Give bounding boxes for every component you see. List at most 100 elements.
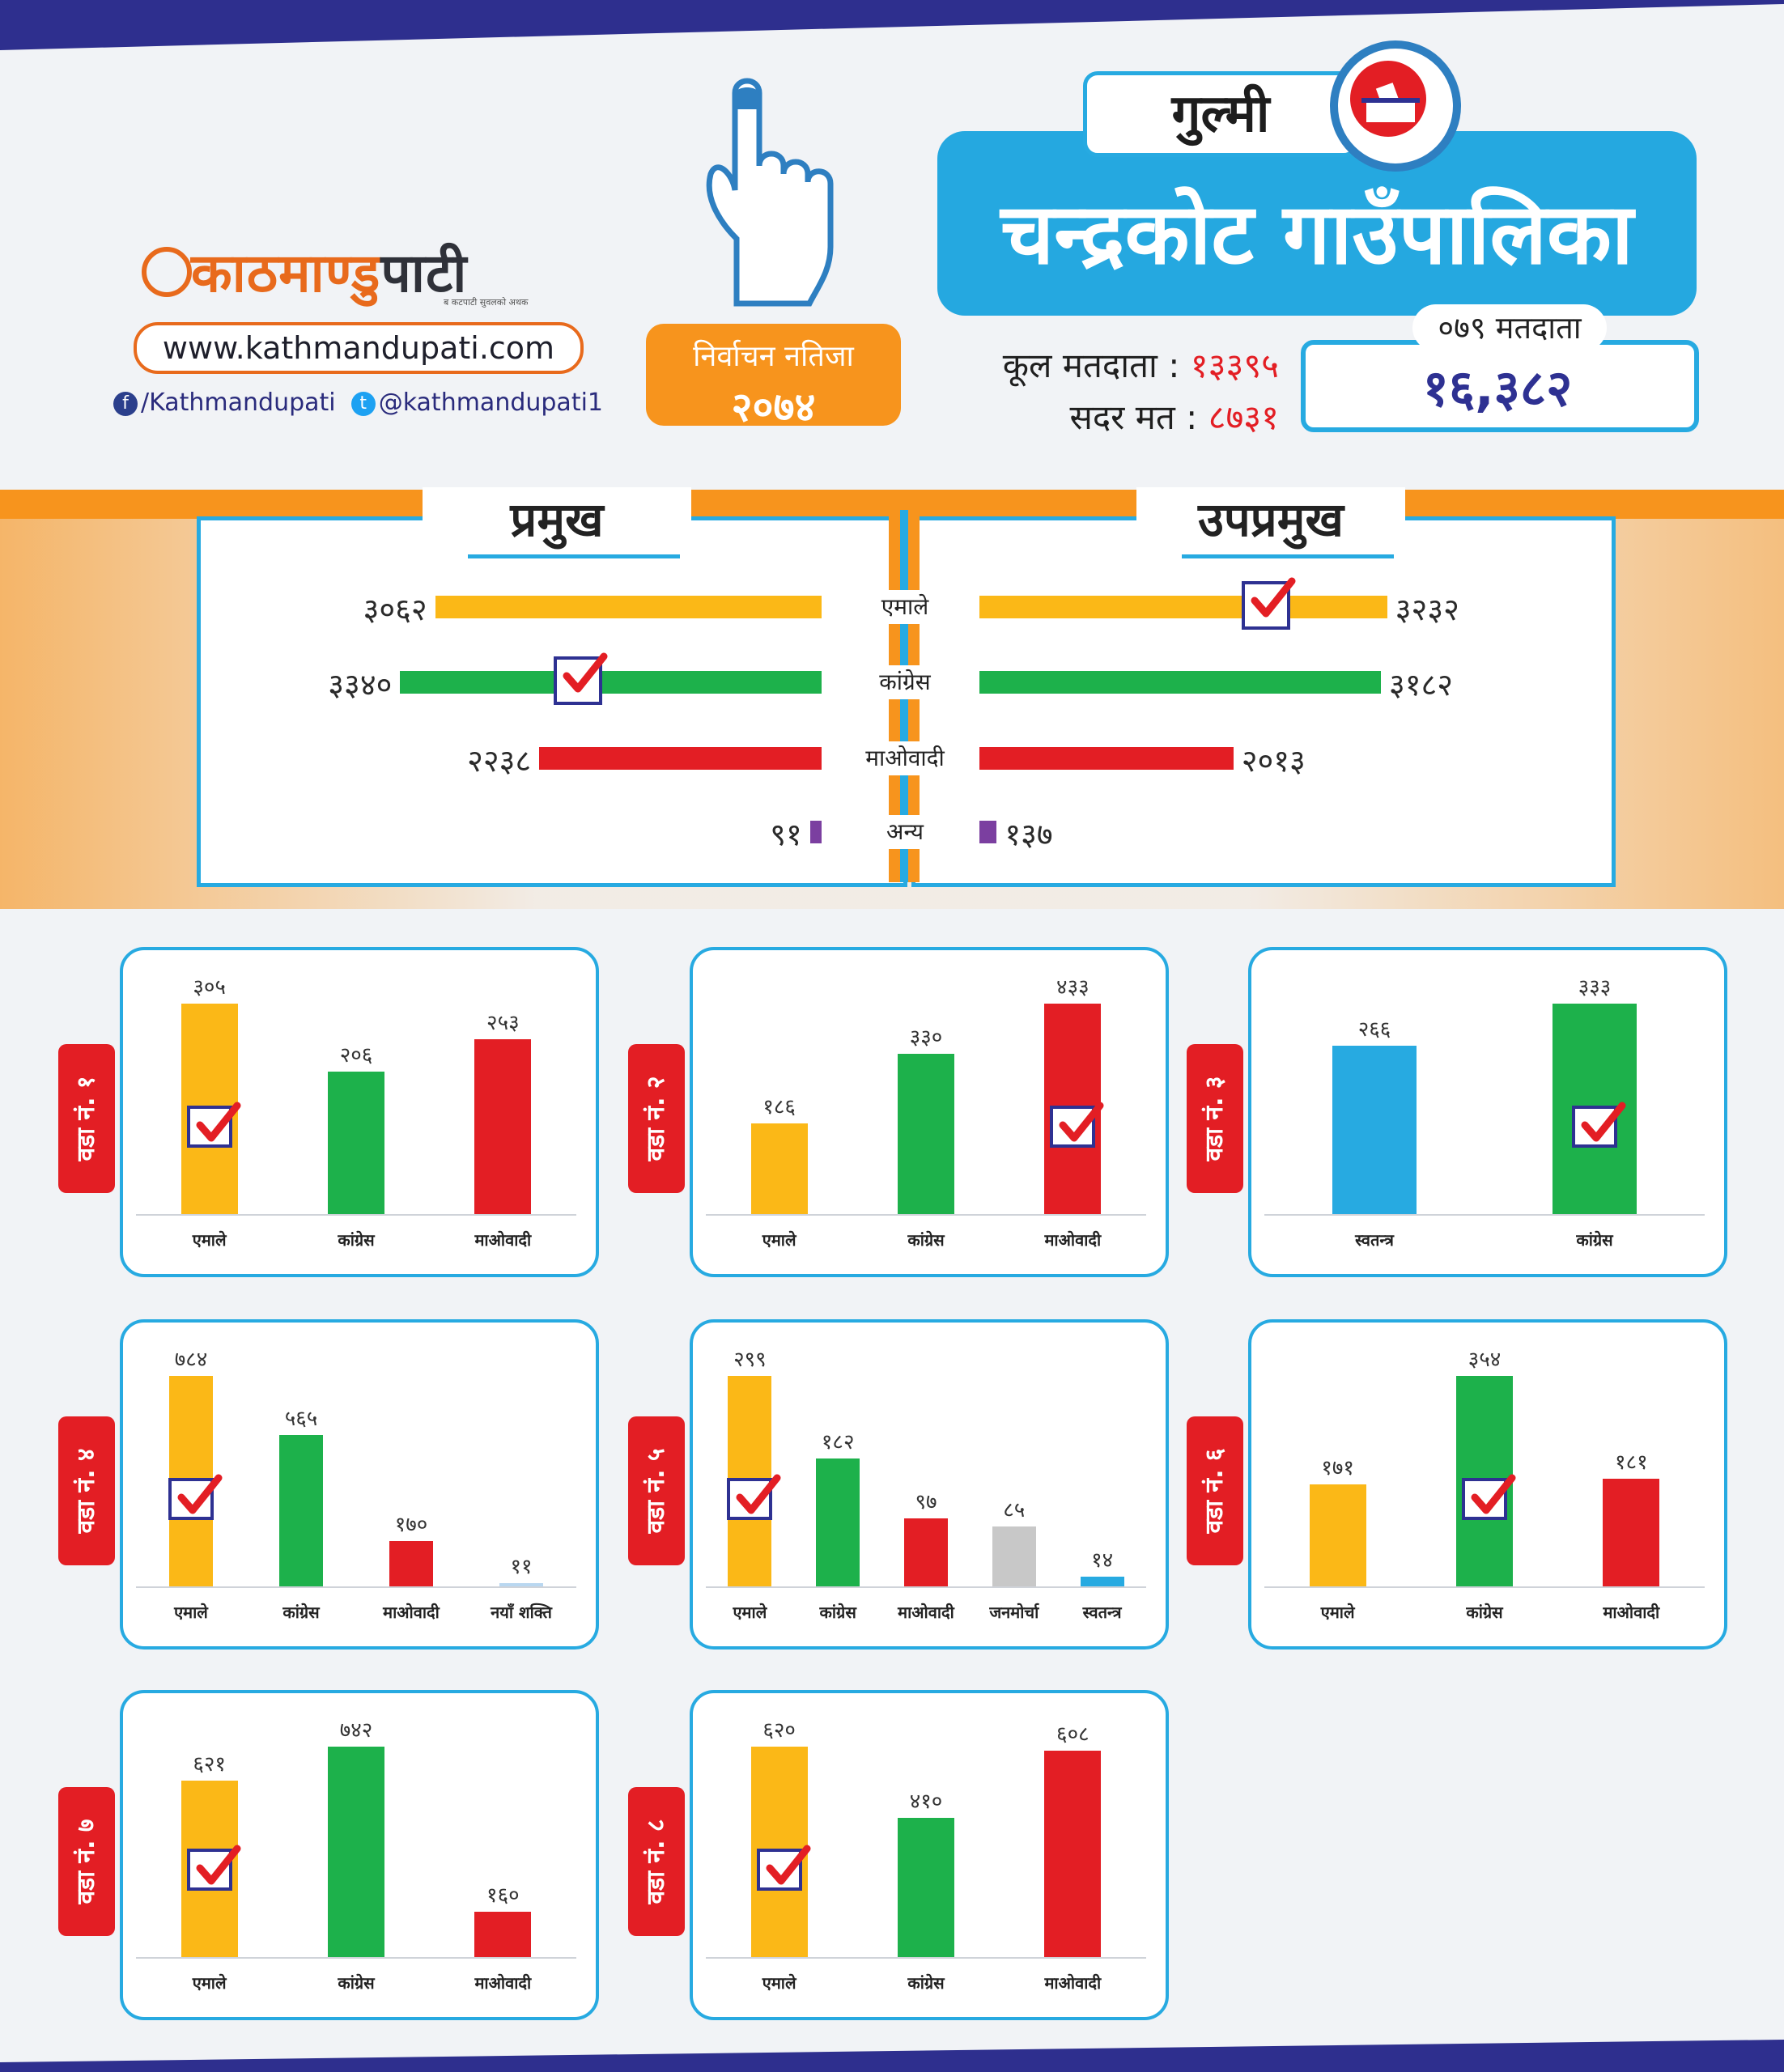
ward-bar-value: २६६ xyxy=(1357,1017,1391,1042)
ward-bar-value: ३३३ xyxy=(1578,975,1612,1000)
deputy-bar xyxy=(979,821,997,843)
ward-bar xyxy=(279,1434,323,1586)
ward-bar-value: १८२ xyxy=(821,1429,855,1454)
ward-category-label: कांग्रेस xyxy=(907,1230,945,1250)
mayor-bar-value: ९१ xyxy=(770,817,802,852)
logo-icon xyxy=(142,247,192,297)
ward-winner-check-icon xyxy=(168,1474,223,1520)
total-voters-value: १३३९५ xyxy=(1190,346,1279,385)
ward-bar xyxy=(474,1039,532,1214)
ward-category-label: कांग्रेस xyxy=(1576,1230,1613,1250)
ward-baseline xyxy=(136,1957,576,1959)
ward-bar-value: १८१ xyxy=(1615,1450,1648,1475)
voting-finger-icon xyxy=(706,78,834,307)
ward-bar-value: ७८४ xyxy=(174,1348,208,1372)
ward-label: वडा नं. ५ xyxy=(642,1448,670,1534)
ward-category-label: माओवादी xyxy=(1603,1603,1660,1622)
ward-label-tab: वडा नं. १ xyxy=(58,1044,115,1193)
ward-label: वडा नं. १ xyxy=(72,1076,100,1161)
ward-bar-value: ३०५ xyxy=(193,975,226,1000)
ward-category-label: एमाले xyxy=(1320,1603,1355,1622)
ward-bar xyxy=(328,1072,384,1214)
ward-label-tab: वडा नं. ६ xyxy=(1187,1416,1243,1565)
ward-bar-value: ३५४ xyxy=(1468,1348,1502,1372)
ward-category-label: कांग्रेस xyxy=(338,1973,375,1993)
logo[interactable]: काठमाण्डुपाटी xyxy=(191,235,467,308)
ward-label-tab: वडा नं. २ xyxy=(628,1044,685,1193)
mayor-bar xyxy=(435,596,822,618)
mayor-bar-value: ३३४० xyxy=(328,667,393,703)
mayor-bar-value: ३०६२ xyxy=(363,592,427,627)
mayor-winner-check-icon xyxy=(554,652,608,705)
ward-category-label: माओवादी xyxy=(1044,1973,1102,1993)
ward-bar xyxy=(898,1818,954,1957)
ward-baseline xyxy=(1264,1214,1705,1216)
ward-winner-check-icon xyxy=(186,1102,241,1148)
mayor-bar xyxy=(400,671,822,694)
deputy-bar-value: १३७ xyxy=(1005,817,1053,852)
ward-winner-check-icon xyxy=(1462,1474,1516,1520)
ward-bar xyxy=(898,1053,954,1214)
badge-line2: २०७४ xyxy=(731,384,816,431)
facebook-link[interactable]: /Kathmandupati xyxy=(141,388,336,417)
twitter-link[interactable]: @kathmandupati1 xyxy=(378,388,603,417)
ward-category-label: एमाले xyxy=(174,1603,208,1622)
party-label: माओवादी xyxy=(850,741,960,775)
badge-line1: निर्वाचन नतिजा xyxy=(693,340,854,373)
deputy-winner-check-icon xyxy=(1241,577,1296,630)
top-band xyxy=(0,0,1784,50)
ward-category-label: स्वतन्त्र xyxy=(1082,1603,1122,1622)
ward-bar-value: १७० xyxy=(394,1512,428,1537)
ward-baseline xyxy=(706,1586,1146,1588)
ward-category-label: कांग्रेस xyxy=(907,1973,945,1993)
ward-bar-value: ६२१ xyxy=(193,1752,226,1777)
deputy-bar-value: २०१३ xyxy=(1241,743,1306,779)
ward-winner-check-icon xyxy=(727,1474,781,1520)
mayor-bar-value: २२३८ xyxy=(467,743,532,779)
deputy-heading: उपप्रमुख xyxy=(1136,487,1405,558)
party-label: एमाले xyxy=(850,590,960,624)
website-link[interactable]: www.kathmandupati.com xyxy=(134,322,584,374)
deputy-bar-value: ३२३२ xyxy=(1395,592,1459,627)
deputy-bar xyxy=(979,747,1234,770)
ward-label-tab: वडा नं. ५ xyxy=(628,1416,685,1565)
ward-bar xyxy=(1309,1484,1366,1586)
ward-label: वडा नं. ३ xyxy=(1200,1076,1229,1161)
ward-winner-check-icon xyxy=(1572,1102,1626,1148)
deputy-panel xyxy=(911,516,1616,887)
facebook-icon: f xyxy=(113,391,138,416)
municipality-title: चन्द्रकोट गाउँपालिका xyxy=(937,131,1697,316)
ward-category-label: माओवादी xyxy=(474,1973,532,1993)
ward-bar-value: १६० xyxy=(486,1883,520,1908)
ward-category-label: एमाले xyxy=(762,1230,796,1250)
logo-part2: पाटी xyxy=(380,242,468,304)
ballot-box-icon xyxy=(1330,40,1461,172)
ward-bar xyxy=(904,1518,948,1586)
ward-bar-value: ६०८ xyxy=(1056,1722,1090,1747)
ward-baseline xyxy=(1264,1586,1705,1588)
mayor-heading: प्रमुख xyxy=(423,487,691,558)
ward-category-label: माओवादी xyxy=(898,1603,954,1622)
ward-bar xyxy=(474,1911,532,1957)
district-name: गुल्मी xyxy=(1083,71,1358,157)
voters-079-value: १६,३८२ xyxy=(1422,359,1573,418)
ward-baseline xyxy=(136,1586,576,1588)
ward-winner-check-icon xyxy=(756,1845,811,1891)
ward-bar-value: २०६ xyxy=(339,1043,373,1068)
ward-bar-value: ८५ xyxy=(1003,1498,1026,1523)
twitter-icon: t xyxy=(350,391,376,416)
ward-bar xyxy=(750,1123,808,1214)
ward-bar-value: १८६ xyxy=(762,1095,796,1120)
ward-label: वडा नं. ६ xyxy=(1200,1448,1229,1534)
ward-category-label: एमाले xyxy=(192,1973,227,1993)
total-voters-label: कूल मतदाता : xyxy=(1002,346,1180,385)
ward-category-label: जनमोर्चा xyxy=(989,1603,1039,1622)
ward-category-label: नयाँ शक्ति xyxy=(491,1603,552,1622)
ward-bar xyxy=(389,1540,433,1586)
ward-category-label: स्वतन्त्र xyxy=(1355,1230,1394,1250)
ward-label: वडा नं. ४ xyxy=(72,1448,100,1534)
ward-label-tab: वडा नं. ४ xyxy=(58,1416,115,1565)
ward-label-tab: वडा नं. ३ xyxy=(1187,1044,1243,1193)
ward-category-label: कांग्रेस xyxy=(282,1603,320,1622)
social-links: f/Kathmandupati t @kathmandupati1 xyxy=(113,388,603,417)
